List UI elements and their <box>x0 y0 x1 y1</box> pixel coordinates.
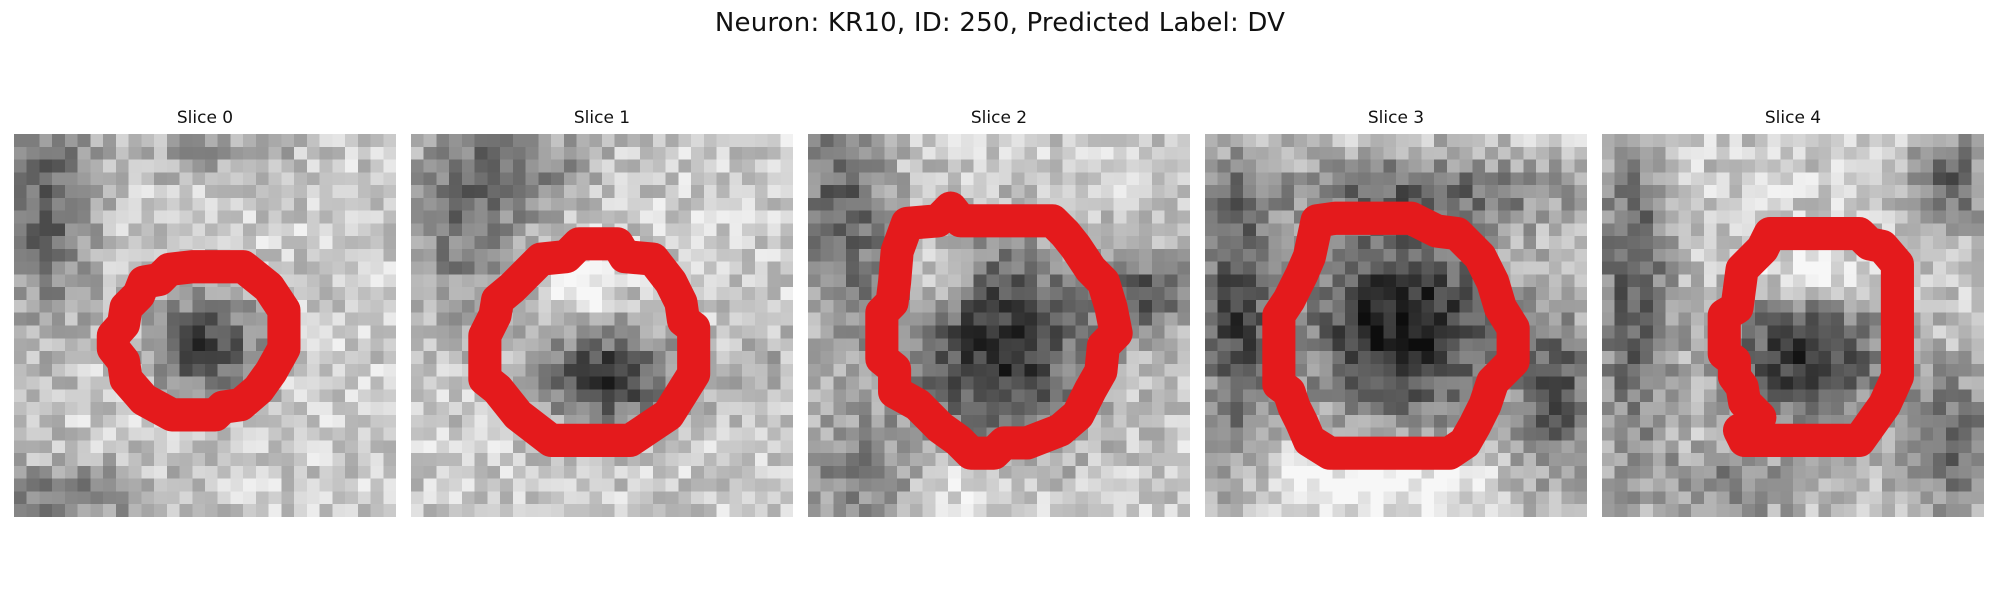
slice-title: Slice 4 <box>1602 108 1984 128</box>
grayscale-patch <box>1602 134 1984 517</box>
slice-image <box>808 134 1190 517</box>
slice-panel-1: Slice 1 <box>411 108 793 518</box>
slice-panel-0: Slice 0 <box>14 108 396 518</box>
slice-image <box>14 134 396 517</box>
slice-image <box>1205 134 1587 517</box>
slice-panel-4: Slice 4 <box>1602 108 1984 518</box>
slice-title: Slice 2 <box>808 108 1190 128</box>
slice-panel-2: Slice 2 <box>808 108 1190 518</box>
grayscale-patch <box>411 134 793 517</box>
figure-title: Neuron: KR10, ID: 250, Predicted Label: … <box>0 8 2000 38</box>
slice-title: Slice 3 <box>1205 108 1587 128</box>
slice-image <box>411 134 793 517</box>
slice-image <box>1602 134 1984 517</box>
grayscale-patch <box>14 134 396 517</box>
slice-title: Slice 0 <box>14 108 396 128</box>
slice-title: Slice 1 <box>411 108 793 128</box>
slice-panel-3: Slice 3 <box>1205 108 1587 518</box>
